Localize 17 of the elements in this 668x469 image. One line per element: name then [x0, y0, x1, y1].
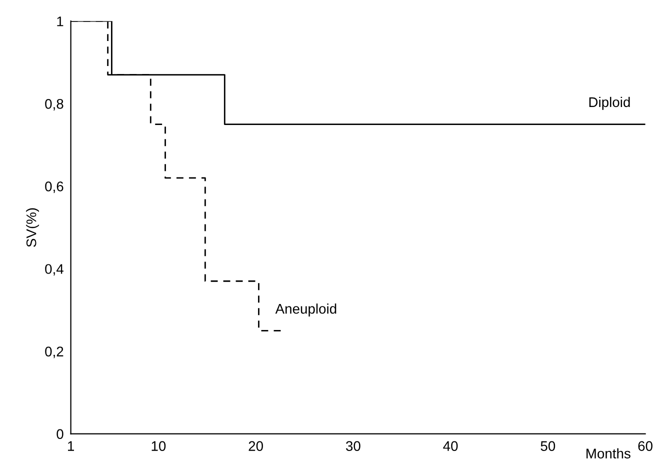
- series-label: Aneuploid: [275, 304, 336, 316]
- y-tick-label: 0,4: [45, 264, 64, 276]
- x-tick-label: 50: [540, 441, 556, 451]
- x-tick-label: 40: [443, 441, 458, 451]
- y-tick-label: 1: [57, 16, 64, 26]
- x-axis-title: Months: [586, 448, 630, 458]
- x-tick-label: 10: [152, 441, 166, 451]
- x-tick-label: 60: [638, 441, 652, 451]
- y-tick-label: 0: [56, 429, 64, 439]
- x-tick-label: 1: [68, 441, 74, 451]
- x-tick-label: 20: [248, 441, 263, 451]
- series-label: Diploid: [589, 96, 630, 110]
- y-tick-label: 0,6: [45, 182, 64, 194]
- x-tick-label: 30: [346, 441, 360, 451]
- y-tick-label: 0,8: [45, 98, 64, 110]
- y-axis-title: SV(%): [26, 208, 39, 247]
- y-tick-label: 0,2: [45, 346, 64, 358]
